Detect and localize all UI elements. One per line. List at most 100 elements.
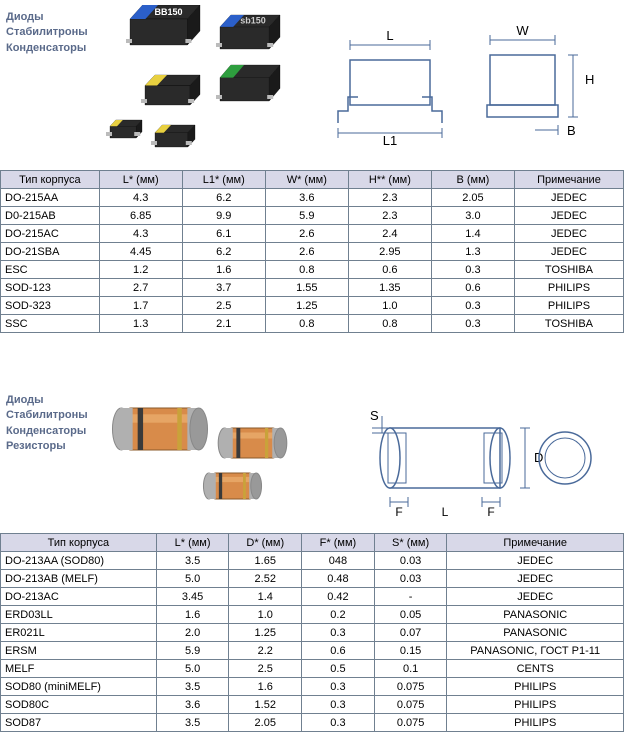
table-cell: 1.55 <box>265 279 348 297</box>
table-cell: 2.4 <box>348 225 431 243</box>
table-row: D0-215AB6.859.95.92.33.0JEDEC <box>1 207 624 225</box>
table-cell: 5.0 <box>156 570 229 588</box>
table-cell: 0.8 <box>265 261 348 279</box>
svg-text:F: F <box>487 505 494 519</box>
table-cell: 2.05 <box>431 189 514 207</box>
table-cell: TOSHIBA <box>514 315 623 333</box>
table-cell: 1.4 <box>229 588 302 606</box>
table-row: MELF5.02.50.50.1CENTS <box>1 660 624 678</box>
table-row: SSC1.32.10.80.80.3TOSHIBA <box>1 315 624 333</box>
table-cell: JEDEC <box>514 225 623 243</box>
spacer <box>0 333 624 383</box>
table-cell: 0.5 <box>302 660 375 678</box>
dimension-diagram-2: SDFFL <box>330 388 620 548</box>
column-header: H** (мм) <box>348 171 431 189</box>
top-area-1: Диоды Стабилитроны Конденсаторы BB150sb1… <box>0 0 624 170</box>
table-cell: 5.9 <box>156 642 229 660</box>
svg-text:sb150: sb150 <box>240 15 266 25</box>
table-cell: 1.3 <box>99 315 182 333</box>
table-cell: 1.65 <box>229 552 302 570</box>
table-cell: 2.3 <box>348 189 431 207</box>
table-cell: JEDEC <box>447 552 624 570</box>
component-illustration-1: BB150sb150 <box>100 5 310 165</box>
table-row: ERD03LL1.61.00.20.05PANASONIC <box>1 606 624 624</box>
table-cell: 3.45 <box>156 588 229 606</box>
table-cell: JEDEC <box>514 189 623 207</box>
table-cell: 3.7 <box>182 279 265 297</box>
top-area-2: Диоды Стабилитроны Конденсаторы Резистор… <box>0 383 624 533</box>
column-header: L* (мм) <box>99 171 182 189</box>
table-cell: 1.0 <box>229 606 302 624</box>
table-cell: 5.0 <box>156 660 229 678</box>
column-header: L1* (мм) <box>182 171 265 189</box>
table-row: SOD80 (miniMELF)3.51.60.30.075PHILIPS <box>1 678 624 696</box>
table-cell: 2.2 <box>229 642 302 660</box>
table-cell: 0.03 <box>374 552 447 570</box>
table-cell: 0.075 <box>374 696 447 714</box>
table-cell: TOSHIBA <box>514 261 623 279</box>
table-row: SOD80C3.61.520.30.075PHILIPS <box>1 696 624 714</box>
table-row: ERSM5.92.20.60.15PANASONIC, ГОСТ Р1-11 <box>1 642 624 660</box>
table-cell: PHILIPS <box>447 696 624 714</box>
label: Стабилитроны <box>6 408 88 423</box>
column-header: Тип корпуса <box>1 171 100 189</box>
table-cell: SOD87 <box>1 714 157 732</box>
label: Диоды <box>6 10 88 25</box>
label: Диоды <box>6 393 88 408</box>
table-cell: 2.6 <box>265 243 348 261</box>
table-cell: MELF <box>1 660 157 678</box>
table-cell: JEDEC <box>447 588 624 606</box>
table-cell: 0.3 <box>302 678 375 696</box>
table-cell: ERSM <box>1 642 157 660</box>
package-table-2: Тип корпусаL* (мм)D* (мм)F* (мм)S* (мм)П… <box>0 533 624 732</box>
component-illustration-2 <box>100 388 310 548</box>
table-cell: 0.03 <box>374 570 447 588</box>
category-labels-1: Диоды Стабилитроны Конденсаторы <box>6 10 88 56</box>
table-row: ER021L2.01.250.30.07PANASONIC <box>1 624 624 642</box>
table-cell: 0.075 <box>374 714 447 732</box>
label: Резисторы <box>6 439 88 454</box>
table-cell: SOD-123 <box>1 279 100 297</box>
column-header: W* (мм) <box>265 171 348 189</box>
table-cell: SOD80 (miniMELF) <box>1 678 157 696</box>
table-cell: 1.0 <box>348 297 431 315</box>
table-cell: 1.25 <box>229 624 302 642</box>
table-cell: CENTS <box>447 660 624 678</box>
table-cell: 1.25 <box>265 297 348 315</box>
table-cell: 5.9 <box>265 207 348 225</box>
table-row: DO-215AC4.36.12.62.41.4JEDEC <box>1 225 624 243</box>
table-cell: 1.4 <box>431 225 514 243</box>
table-cell: 0.2 <box>302 606 375 624</box>
table-cell: 1.6 <box>182 261 265 279</box>
label: Конденсаторы <box>6 41 88 56</box>
table-cell: PANASONIC <box>447 606 624 624</box>
table-row: DO-215AA4.36.23.62.32.05JEDEC <box>1 189 624 207</box>
column-header: B (мм) <box>431 171 514 189</box>
table-cell: 2.52 <box>229 570 302 588</box>
table-row: SOD-3231.72.51.251.00.3PHILIPS <box>1 297 624 315</box>
table-cell: JEDEC <box>514 243 623 261</box>
svg-text:B: B <box>567 123 576 138</box>
table-cell: 1.3 <box>431 243 514 261</box>
table-cell: 0.3 <box>431 315 514 333</box>
table-cell: 2.1 <box>182 315 265 333</box>
table-row: SOD873.52.050.30.075PHILIPS <box>1 714 624 732</box>
table-cell: 3.5 <box>156 552 229 570</box>
table-cell: DO-215AA <box>1 189 100 207</box>
table-cell: 0.6 <box>348 261 431 279</box>
table-cell: 0.15 <box>374 642 447 660</box>
table-cell: SOD-323 <box>1 297 100 315</box>
table-cell: 3.5 <box>156 714 229 732</box>
table-cell: PHILIPS <box>447 714 624 732</box>
table-cell: 0.1 <box>374 660 447 678</box>
table-cell: 0.075 <box>374 678 447 696</box>
label: Конденсаторы <box>6 424 88 439</box>
table-cell: 3.6 <box>265 189 348 207</box>
column-header: Примечание <box>514 171 623 189</box>
table-cell: PHILIPS <box>514 297 623 315</box>
table-cell: JEDEC <box>514 207 623 225</box>
table-cell: 1.7 <box>99 297 182 315</box>
table-cell: 6.2 <box>182 189 265 207</box>
table-cell: 1.2 <box>99 261 182 279</box>
table-cell: 1.6 <box>229 678 302 696</box>
